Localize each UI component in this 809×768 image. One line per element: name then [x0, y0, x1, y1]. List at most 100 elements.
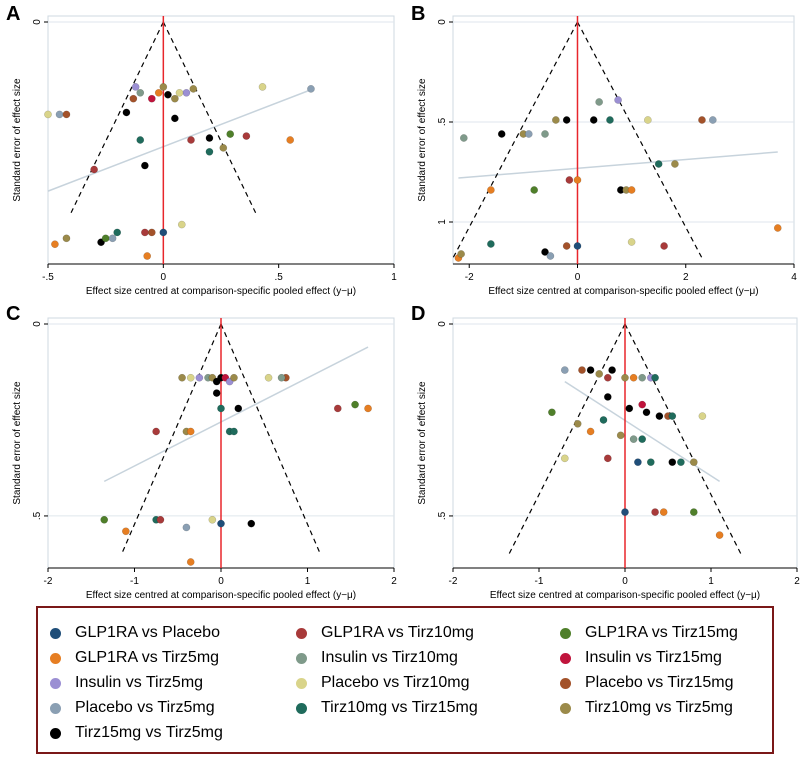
data-point [654, 160, 663, 168]
funnel-left-line [452, 21, 579, 259]
panel-label: A [6, 3, 20, 25]
x-tick-label: 0 [622, 576, 628, 587]
data-point [621, 508, 629, 516]
data-point [573, 242, 582, 250]
legend-item: Placebo vs Tirz10mg [296, 672, 470, 694]
x-tick-label: 1 [391, 272, 397, 283]
data-point [164, 90, 172, 99]
data-point [638, 400, 647, 409]
legend-item: GLP1RA vs Placebo [50, 622, 220, 644]
data-point [156, 515, 165, 524]
data-point [595, 98, 603, 106]
data-point [182, 523, 191, 532]
data-point [487, 240, 495, 248]
y-tick-label: 0 [32, 19, 43, 25]
data-point [660, 242, 668, 250]
legend-marker-icon [560, 652, 571, 664]
data-point [689, 508, 698, 516]
data-point [258, 83, 267, 91]
data-point [182, 88, 191, 97]
legend-label: GLP1RA vs Tirz5mg [75, 649, 220, 666]
legend-item: Tirz10mg vs Tirz15mg [296, 697, 478, 719]
data-point [108, 234, 117, 243]
legend-marker-icon [296, 652, 307, 664]
data-point [177, 220, 186, 229]
y-tick-label: .5 [437, 511, 448, 520]
data-point [562, 116, 571, 124]
data-point [606, 116, 614, 124]
data-point [603, 454, 612, 463]
y-axis-label: Standard error of effect size [12, 78, 23, 202]
legend-marker-icon [50, 702, 61, 714]
legend-label: GLP1RA vs Placebo [75, 624, 220, 641]
data-point [217, 404, 225, 413]
data-point [497, 130, 506, 138]
legend-marker-icon [296, 677, 307, 689]
data-point [603, 373, 612, 382]
panel-label: D [411, 303, 425, 325]
legend-item: Insulin vs Tirz10mg [296, 647, 458, 669]
data-point [603, 393, 612, 401]
data-point [524, 130, 533, 138]
legend-label: Placebo vs Tirz15mg [585, 674, 734, 691]
data-point [560, 454, 569, 463]
data-point [708, 116, 717, 124]
data-point [186, 427, 195, 436]
data-point [659, 508, 668, 516]
data-point [55, 110, 64, 119]
regression-line [103, 346, 369, 483]
data-point [113, 228, 122, 237]
funnel-right-line [576, 21, 703, 259]
x-axis-label: Effect size centred at comparison-specif… [86, 590, 356, 601]
funnel-plot-svg: B 0 .5 1 -2 0 2 4 Effect size centred at compari… [411, 3, 797, 297]
legend: GLP1RA vs Placebo GLP1RA vs Tirz10mg GLP1R… [36, 606, 774, 754]
legend-label: Insulin vs Tirz5mg [75, 674, 204, 691]
data-point [565, 176, 574, 184]
data-point [171, 94, 179, 103]
data-point [147, 228, 156, 237]
legend-item: GLP1RA vs Tirz5mg [50, 647, 219, 669]
data-point [51, 240, 59, 249]
data-point [208, 515, 217, 524]
legend-item: Placebo vs Tirz15mg [560, 672, 734, 694]
data-point [573, 176, 582, 184]
data-point [62, 234, 71, 243]
legend-label: Insulin vs Tirz10mg [321, 649, 458, 666]
data-point [143, 252, 152, 260]
legend-marker-icon [50, 652, 61, 664]
legend-marker-icon [50, 727, 61, 739]
data-point [234, 404, 243, 413]
x-tick-label: 2 [794, 576, 800, 587]
data-point [698, 116, 706, 124]
funnel-right-line [624, 323, 742, 555]
funnel-plot-svg: C 0 .5 -2 -1 0 1 2 Effect size centred at compar… [6, 303, 397, 601]
data-point [651, 508, 659, 516]
regression-line [458, 151, 778, 179]
data-point [698, 412, 707, 420]
data-point [230, 427, 238, 436]
data-point [100, 515, 109, 524]
data-point [671, 160, 679, 168]
x-tick-label: 0 [218, 576, 224, 587]
data-point [364, 404, 372, 413]
panel-label: B [411, 3, 425, 25]
legend-item: GLP1RA vs Tirz10mg [296, 622, 474, 644]
x-tick-label: 4 [791, 272, 797, 283]
y-tick-label: 1 [437, 219, 448, 225]
legend-label: Placebo vs Tirz10mg [321, 674, 470, 691]
data-point [541, 248, 549, 256]
funnel-left-line [508, 323, 626, 555]
data-point [560, 366, 569, 374]
data-point [629, 373, 638, 382]
legend-marker-icon [560, 627, 571, 639]
legend-marker-icon [560, 702, 571, 714]
data-point [625, 404, 634, 413]
data-point [655, 412, 664, 420]
funnel-left-line [120, 323, 222, 555]
data-point [627, 238, 636, 246]
x-axis-label: Effect size centred at comparison-specif… [86, 286, 356, 297]
data-point [677, 458, 685, 467]
x-tick-label: -.5 [42, 272, 54, 283]
data-point [646, 458, 655, 467]
data-point [154, 88, 163, 97]
